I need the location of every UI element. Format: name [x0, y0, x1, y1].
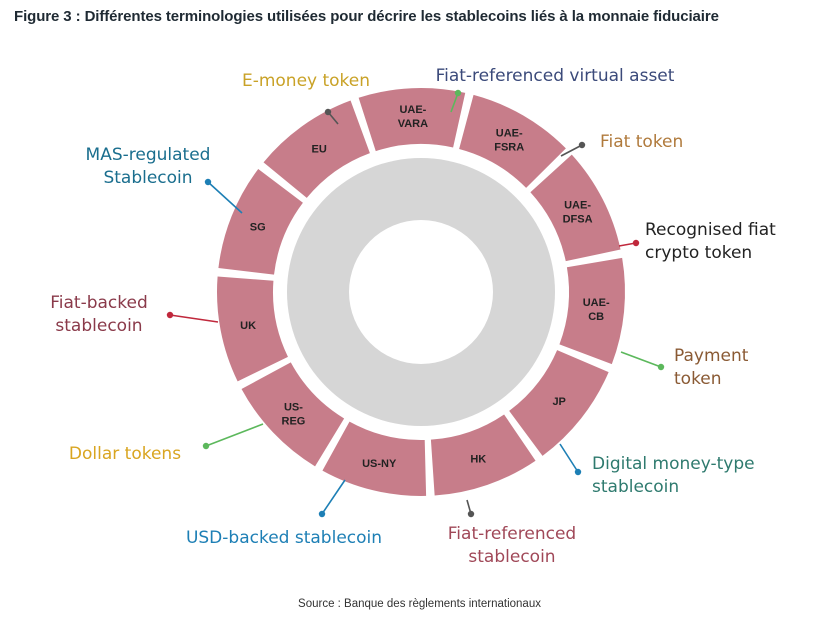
- segment-uk: UK: [217, 276, 288, 382]
- connector-mas-regulated-stablecoin: [207, 181, 243, 214]
- segment-sg-label: SG: [250, 221, 266, 233]
- segment-us-reg-label: US-REG: [282, 401, 306, 427]
- connector-payment-token: [620, 351, 662, 368]
- connector-dot-mas-regulated-stablecoin: [204, 178, 212, 186]
- connector-digital-money-type-stablecoin: [559, 443, 579, 473]
- segment-uae-fsra-label: UAE-FSRA: [494, 128, 524, 154]
- term-mas-regulated-stablecoin: MAS-regulated Stablecoin: [86, 145, 211, 188]
- segment-uk-shape: [217, 276, 288, 382]
- segment-uae-cb: UAE-CB: [559, 257, 625, 365]
- term-recognised-fiat-crypto-token: Recognised fiat crypto token: [645, 220, 776, 263]
- connector-dollar-tokens: [205, 423, 264, 447]
- segment-eu-shape: [263, 100, 370, 198]
- connector-dot-dollar-tokens: [202, 442, 210, 450]
- term-fiat-referenced-virtual-asset: Fiat-referenced virtual asset: [436, 66, 675, 86]
- connector-dot-digital-money-type-stablecoin: [574, 468, 582, 476]
- segment-uae-fsra: UAE-FSRA: [459, 94, 566, 188]
- segment-uae-dfsa-label: UAE-DFSA: [563, 200, 593, 226]
- segment-hk: HK: [430, 414, 536, 496]
- segment-jp-shape: [509, 350, 609, 456]
- segment-divider: [464, 83, 476, 101]
- segment-uae-vara-label: UAE-VARA: [398, 104, 428, 130]
- term-fiat-referenced-stablecoin: Fiat-referenced stablecoin: [448, 524, 576, 567]
- connector-dot-e-money-token: [324, 108, 332, 116]
- connector-dot-fiat-backed-stablecoin: [166, 311, 174, 319]
- connector-dot-fiat-referenced-virtual-asset: [454, 89, 462, 97]
- term-dollar-tokens: Dollar tokens: [69, 444, 181, 464]
- connector-dot-fiat-token: [578, 141, 586, 149]
- figure-title: Figure 3 : Différentes terminologies uti…: [14, 8, 719, 25]
- connectors: [166, 89, 665, 518]
- segment-hk-label: HK: [470, 453, 486, 465]
- segment-us-reg: US-REG: [241, 362, 345, 467]
- segment-uae-cb-shape: [559, 257, 625, 365]
- connector-dot-usd-backed-stablecoin: [318, 510, 326, 518]
- segment-us-ny-shape: [322, 421, 427, 496]
- segment-jp: JP: [509, 350, 609, 456]
- term-payment-token: Payment token: [674, 346, 749, 389]
- segment-divider: [207, 267, 225, 277]
- segment-divider: [614, 248, 632, 259]
- source-note: Source : Banque des règlements internati…: [298, 598, 541, 610]
- term-fiat-backed-stablecoin: Fiat-backed stablecoin: [50, 293, 148, 336]
- segment-us-ny-label: US-NY: [362, 458, 397, 470]
- connector-fiat-backed-stablecoin: [169, 314, 219, 323]
- segment-sg: SG: [218, 169, 303, 275]
- segment-uae-vara: UAE-VARA: [358, 87, 466, 152]
- connector-fiat-token: [560, 144, 583, 157]
- jurisdiction-ring: UAE-VARA UAE-FSRA UAE-DFSA UAE-CB JP HK US-NY U…: [207, 83, 632, 506]
- segment-eu-label: EU: [311, 143, 326, 155]
- segment-sg-shape: [218, 169, 303, 275]
- segment-uk-label: UK: [240, 320, 256, 332]
- segment-hk-shape: [430, 414, 536, 496]
- segment-jp-label: JP: [552, 396, 565, 408]
- segment-divider: [310, 461, 325, 479]
- connector-fiat-referenced-virtual-asset: [450, 92, 459, 113]
- segment-uae-dfsa: UAE-DFSA: [530, 154, 621, 262]
- connector-dot-fiat-referenced-stablecoin: [467, 510, 475, 518]
- connector-usd-backed-stablecoin: [321, 479, 346, 515]
- terminology-labels: Fiat-referenced virtual asset Fiat token R…: [50, 66, 776, 567]
- segment-divider: [348, 88, 360, 106]
- segment-divider: [532, 451, 548, 469]
- segment-uae-cb-label: UAE-CB: [583, 297, 610, 323]
- term-e-money-token: E-money token: [242, 71, 370, 91]
- segment-divider: [250, 156, 268, 173]
- segment-uae-fsra-shape: [459, 94, 566, 188]
- segment-divider: [229, 379, 247, 393]
- segment-divider: [603, 362, 621, 376]
- term-usd-backed-stablecoin: USD-backed stablecoin: [186, 528, 382, 548]
- connector-dot-recognised-fiat-crypto-token: [632, 239, 640, 247]
- term-fiat-token: Fiat token: [600, 132, 683, 152]
- term-digital-money-type-stablecoin: Digital money-type stablecoin: [592, 454, 755, 497]
- segment-divider: [426, 489, 435, 506]
- segment-us-reg-shape: [241, 362, 345, 467]
- inner-white-hole: [349, 220, 493, 364]
- segment-eu: EU: [263, 100, 370, 198]
- segment-uae-vara-shape: [358, 87, 466, 152]
- connector-dot-payment-token: [657, 363, 665, 371]
- segment-us-ny: US-NY: [322, 421, 427, 496]
- segment-uae-dfsa-shape: [530, 154, 621, 262]
